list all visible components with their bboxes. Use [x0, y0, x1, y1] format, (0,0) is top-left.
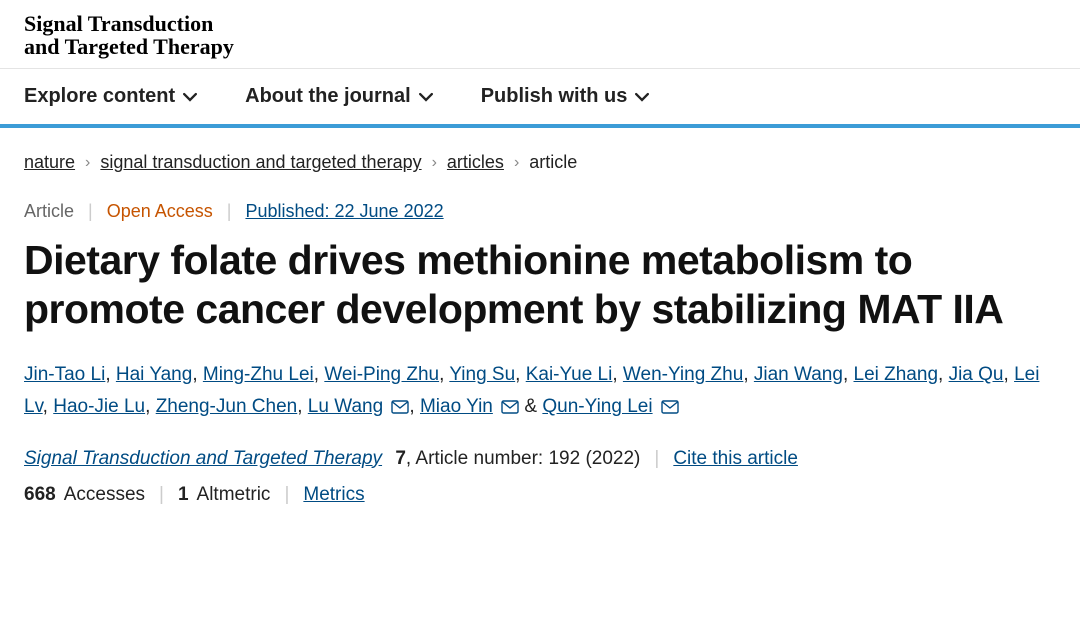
author-separator: , [409, 396, 420, 417]
author-list: Jin-Tao Li, Hai Yang, Ming-Zhu Lei, Wei-… [24, 359, 1056, 424]
author-separator: , [612, 364, 623, 385]
citation-text: 7, Article number: 192 (2022) [390, 448, 640, 470]
mail-icon[interactable] [661, 400, 679, 414]
article-title: Dietary folate drives methionine metabol… [24, 236, 1056, 333]
breadcrumb-item[interactable]: signal transduction and targeted therapy [100, 152, 421, 173]
article-content: nature › signal transduction and targeted … [0, 128, 1080, 525]
journal-masthead[interactable]: Signal Transduction and Targeted Therapy [0, 0, 1080, 68]
altmetric-label: Altmetric [197, 484, 271, 506]
nav-publish-with-us[interactable]: Publish with us [481, 85, 650, 108]
nav-item-label: Publish with us [481, 85, 628, 108]
journal-title-line1: Signal Transduction [24, 12, 1056, 35]
author-separator: , [192, 364, 203, 385]
divider: | [88, 201, 93, 222]
breadcrumb-item[interactable]: nature [24, 152, 75, 173]
breadcrumb-item: article [529, 152, 577, 173]
author-separator: , [439, 364, 449, 385]
journal-link[interactable]: Signal Transduction and Targeted Therapy [24, 448, 382, 470]
breadcrumb-separator: › [514, 154, 519, 172]
author-separator: , [314, 364, 325, 385]
nav-explore-content[interactable]: Explore content [24, 85, 197, 108]
author-link[interactable]: Ming-Zhu Lei [203, 364, 314, 385]
article-number: , Article number: 192 (2022) [406, 448, 640, 469]
nav-item-label: Explore content [24, 85, 175, 108]
author-separator: , [843, 364, 854, 385]
author-separator: , [938, 364, 949, 385]
divider: | [284, 484, 289, 506]
divider: | [159, 484, 164, 506]
nav-about-journal[interactable]: About the journal [245, 85, 433, 108]
author-link[interactable]: Lei Zhang [854, 364, 939, 385]
accesses-label: Accesses [64, 484, 145, 506]
journal-title-line2: and Targeted Therapy [24, 35, 1056, 58]
open-access-label: Open Access [107, 201, 213, 222]
altmetric-count: 1 [178, 484, 189, 506]
breadcrumb: nature › signal transduction and targeted … [24, 152, 1056, 173]
author-link[interactable]: Qun-Ying Lei [542, 396, 652, 417]
nav-item-label: About the journal [245, 85, 411, 108]
mail-icon[interactable] [391, 400, 409, 414]
chevron-down-icon [419, 90, 433, 104]
author-link[interactable]: Lu Wang [308, 396, 383, 417]
author-link[interactable]: Zheng-Jun Chen [156, 396, 298, 417]
divider: | [227, 201, 232, 222]
author-separator: , [297, 396, 308, 417]
author-separator: , [743, 364, 754, 385]
author-separator: & [519, 396, 542, 417]
author-link[interactable]: Hao-Jie Lu [53, 396, 145, 417]
accesses-count: 668 [24, 484, 56, 506]
chevron-down-icon [183, 90, 197, 104]
breadcrumb-separator: › [85, 154, 90, 172]
author-link[interactable]: Wen-Ying Zhu [623, 364, 743, 385]
author-link[interactable]: Ying Su [449, 364, 515, 385]
breadcrumb-item[interactable]: articles [447, 152, 504, 173]
cite-article-link[interactable]: Cite this article [673, 448, 798, 470]
metrics-row: 668 Accesses | 1 Altmetric | Metrics [24, 484, 1056, 506]
author-separator: , [105, 364, 116, 385]
chevron-down-icon [635, 90, 649, 104]
main-nav: Explore content About the journal Publis… [0, 68, 1080, 128]
article-type: Article [24, 201, 74, 222]
divider: | [654, 448, 659, 470]
author-link[interactable]: Miao Yin [420, 396, 493, 417]
volume-number: 7 [395, 448, 406, 469]
article-meta: Article | Open Access | Published: 22 Ju… [24, 201, 1056, 222]
publication-date[interactable]: Published: 22 June 2022 [245, 201, 443, 222]
author-link[interactable]: Kai-Yue Li [526, 364, 613, 385]
author-link[interactable]: Jin-Tao Li [24, 364, 105, 385]
author-link[interactable]: Jia Qu [949, 364, 1004, 385]
citation-row: Signal Transduction and Targeted Therapy… [24, 448, 1056, 470]
author-separator: , [1004, 364, 1015, 385]
breadcrumb-separator: › [432, 154, 437, 172]
author-separator: , [145, 396, 156, 417]
author-link[interactable]: Hai Yang [116, 364, 192, 385]
mail-icon[interactable] [501, 400, 519, 414]
author-separator: , [43, 396, 54, 417]
author-link[interactable]: Wei-Ping Zhu [324, 364, 439, 385]
author-separator: , [515, 364, 526, 385]
author-link[interactable]: Jian Wang [754, 364, 843, 385]
metrics-link[interactable]: Metrics [303, 484, 364, 506]
